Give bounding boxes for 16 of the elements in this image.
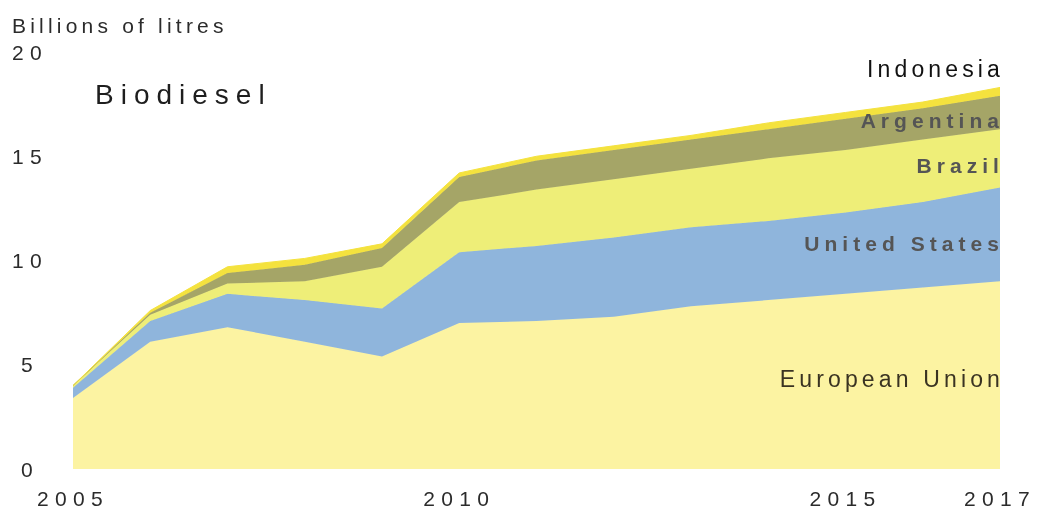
x-tick-label: 2005: [37, 486, 109, 510]
y-tick-label: 0: [21, 457, 39, 481]
y-tick-label: 15: [12, 144, 48, 168]
series-label: European Union: [779, 366, 1004, 393]
y-tick-label: 5: [21, 353, 39, 377]
series-label: Argentina: [860, 109, 1004, 133]
series-label: United States: [804, 232, 1004, 256]
y-tick-label: 10: [12, 249, 48, 272]
x-tick-label: 2015: [809, 486, 882, 510]
series-label: Indonesia: [866, 56, 1004, 84]
y-axis-title: Billions of litres: [12, 14, 228, 38]
x-tick-label: 2010: [423, 486, 496, 510]
x-tick-label: 2017: [964, 486, 1036, 510]
text: Biodiesel: [95, 79, 272, 111]
series-label: Brazil: [916, 154, 1004, 178]
y-tick-label: 20: [12, 40, 48, 64]
